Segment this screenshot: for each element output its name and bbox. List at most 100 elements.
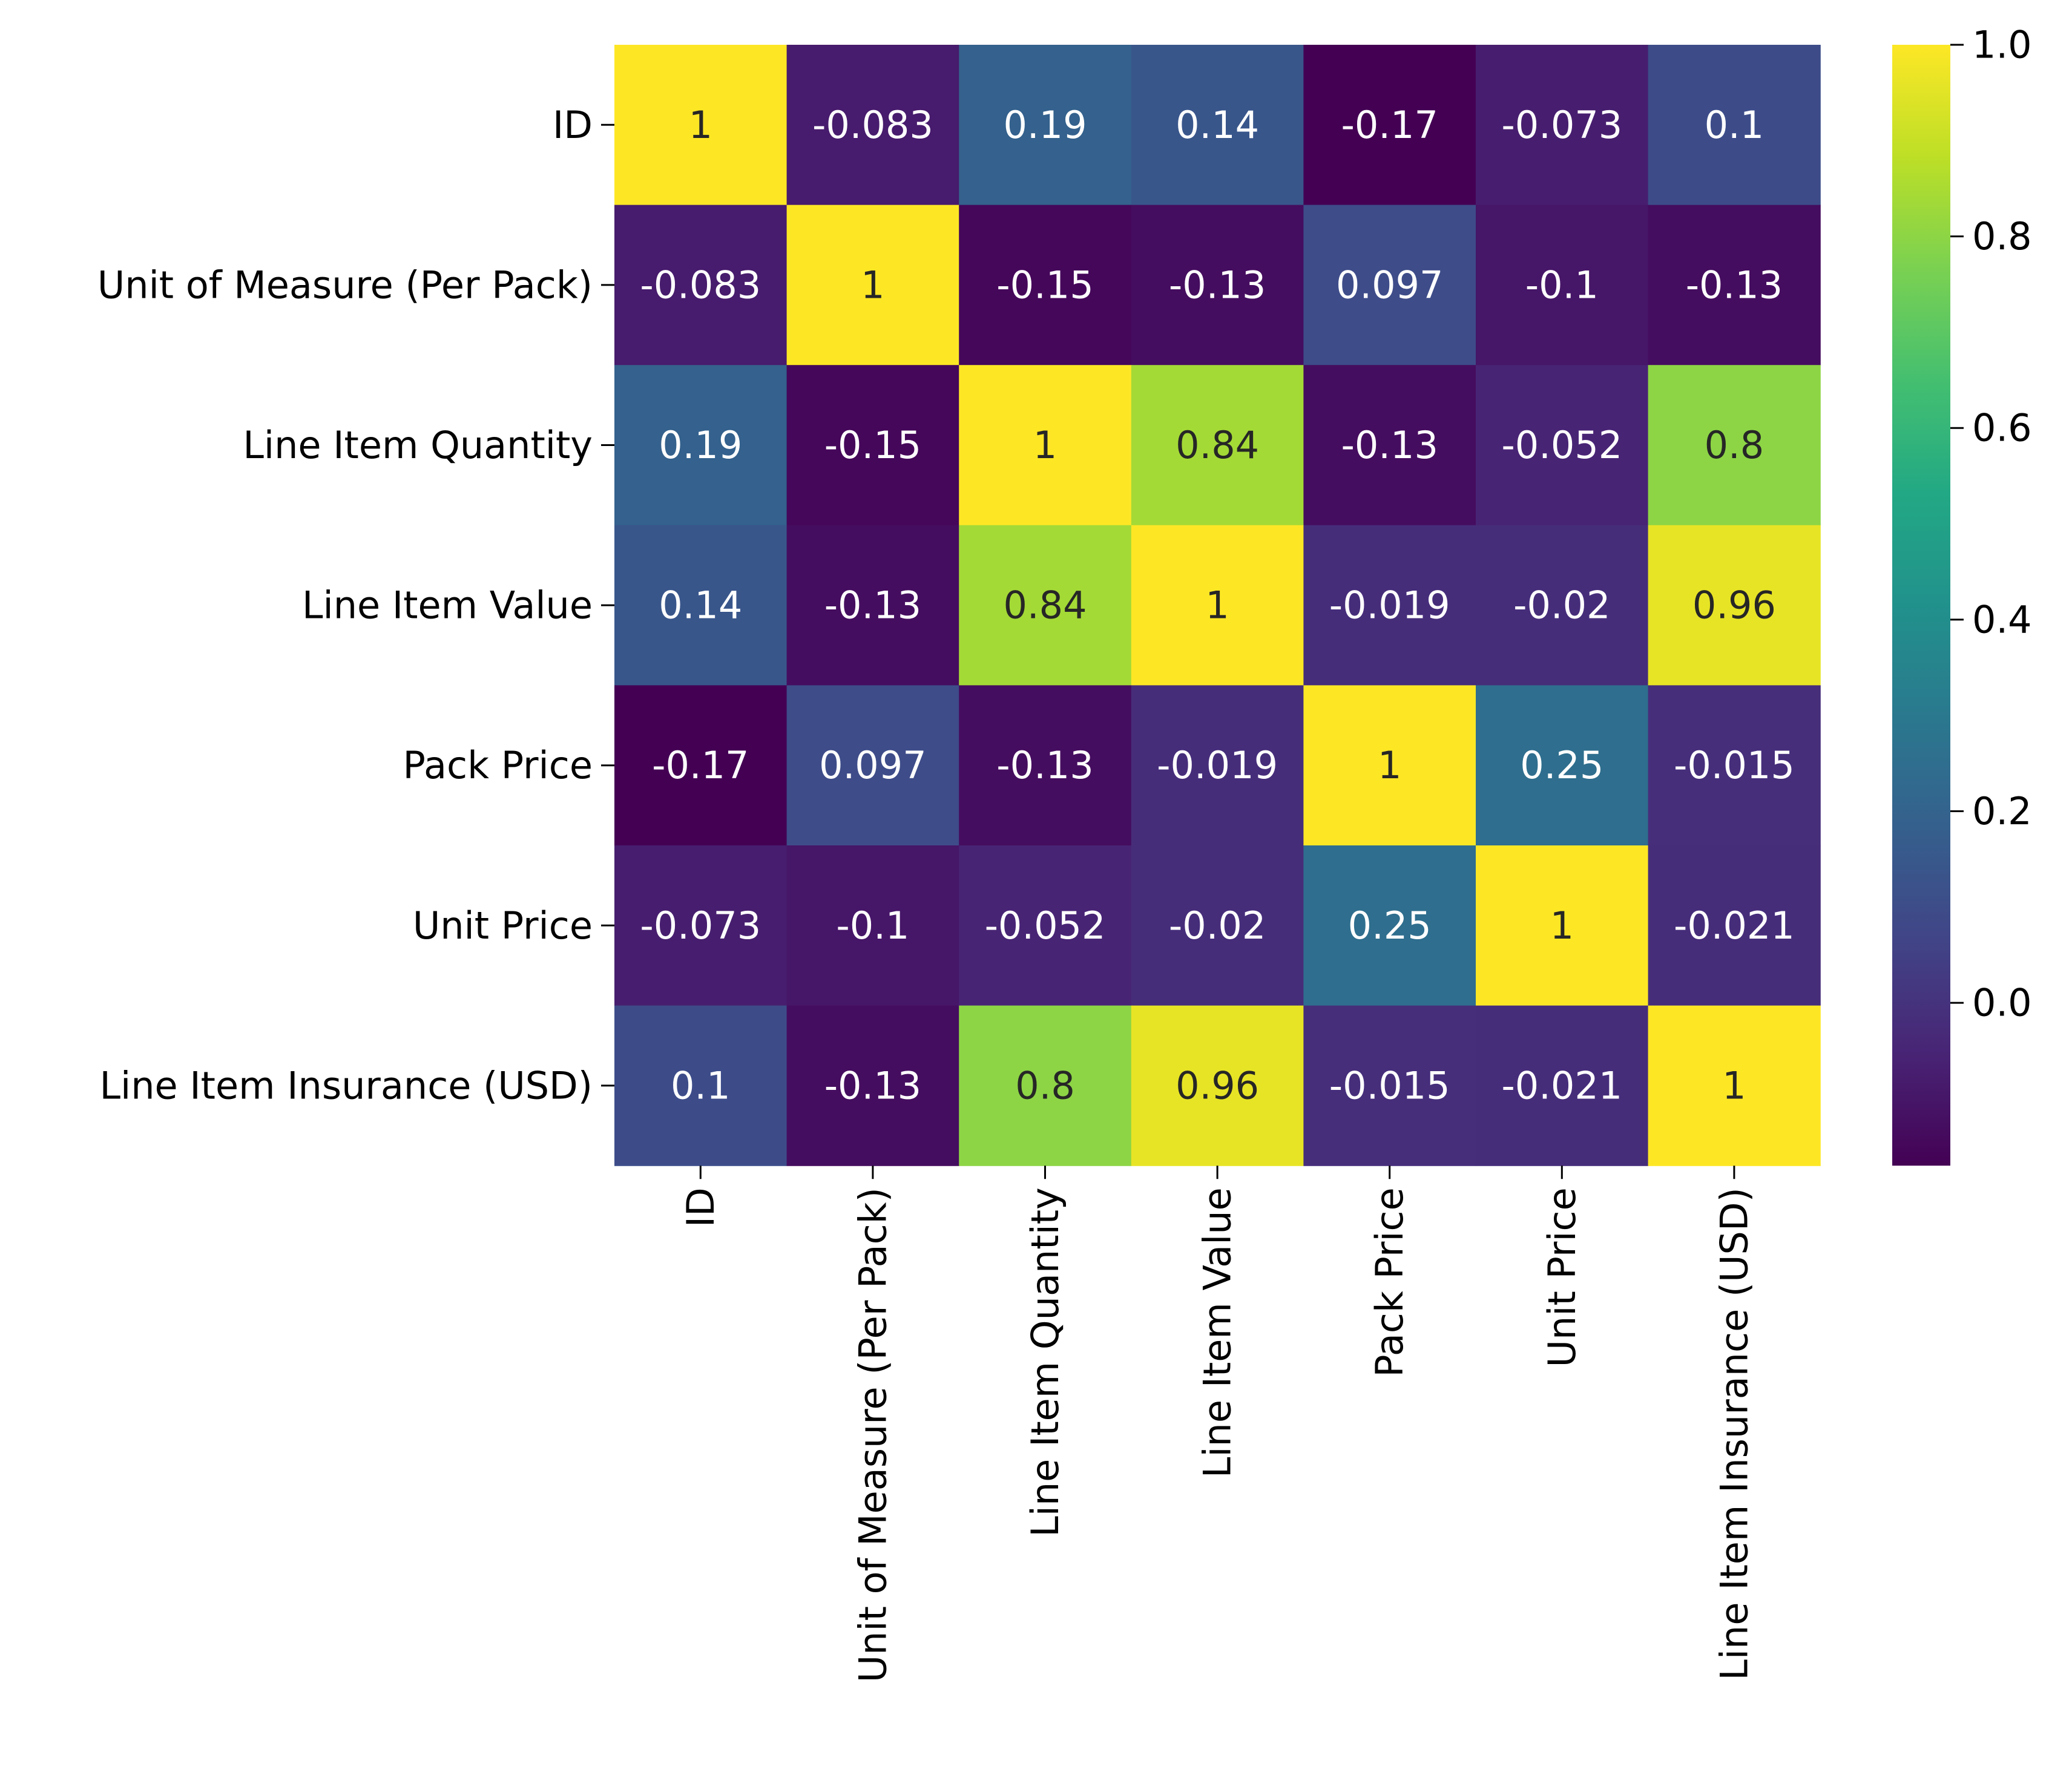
colorbar-gradient: [1892, 45, 1950, 1166]
heatmap-cell: [1131, 685, 1304, 846]
heatmap-cell: [1131, 205, 1304, 366]
heatmap-cell: [959, 205, 1132, 366]
colorbar-tick-label: 0.6: [1972, 406, 2032, 450]
cell-annotation: 0.25: [1520, 743, 1603, 787]
heatmap-annotations: 1 -0.083 0.19 0.14 -0.17 -0.073 0.1 -0.083 1 -0.1…: [640, 103, 1794, 1108]
heatmap-cell: [1476, 685, 1649, 846]
cell-annotation: 0.1: [671, 1063, 731, 1107]
cell-annotation: -0.083: [812, 103, 933, 147]
heatmap-cell: [1476, 845, 1649, 1006]
heatmap-cell: [1648, 845, 1821, 1006]
cell-annotation: -0.15: [996, 263, 1093, 307]
heatmap-cell: [1131, 365, 1304, 526]
cell-annotation: -0.073: [1501, 103, 1622, 147]
heatmap-cell: [1131, 1005, 1304, 1166]
cell-annotation: -0.13: [996, 743, 1093, 787]
heatmap-cell: [786, 365, 959, 526]
cell-annotation: -0.073: [640, 904, 761, 948]
cell-annotation: -0.13: [1341, 423, 1438, 467]
x-tick-label: Line Item Quantity: [1023, 1187, 1067, 1537]
cell-annotation: 0.14: [659, 583, 742, 628]
heatmap-cell: [1303, 685, 1476, 846]
heatmap-cell: [959, 365, 1132, 526]
colorbar-tick-label: 0.4: [1972, 597, 2032, 641]
y-tick-label: Line Item Insurance (USD): [99, 1063, 593, 1107]
heatmap-cell: [786, 845, 959, 1006]
cell-annotation: -0.019: [1157, 743, 1278, 787]
heatmap-cell: [1303, 525, 1476, 686]
heatmap-cell: [1303, 45, 1476, 206]
heatmap-cell: [1303, 205, 1476, 366]
colorbar: 0.0 0.2 0.4 0.6 0.8 1.0: [1892, 23, 2032, 1166]
heatmap-cell: [614, 685, 788, 846]
x-tick-label: Unit Price: [1540, 1187, 1584, 1367]
cell-annotation: 1: [1033, 423, 1057, 467]
cell-annotation: -0.015: [1329, 1063, 1450, 1107]
cell-annotation: 0.25: [1348, 904, 1432, 948]
heatmap-cell: [1131, 845, 1304, 1006]
cell-annotation: -0.13: [824, 1063, 921, 1107]
cell-annotation: 1: [861, 263, 884, 307]
heatmap-cell: [614, 365, 788, 526]
heatmap-cell: [1648, 45, 1821, 206]
cell-annotation: 0.96: [1692, 583, 1776, 628]
heatmap-cell: [786, 525, 959, 686]
heatmap-cell: [1648, 525, 1821, 686]
cell-annotation: -0.021: [1501, 1063, 1622, 1107]
cell-annotation: -0.021: [1674, 904, 1795, 948]
cell-annotation: 0.14: [1176, 103, 1259, 147]
heatmap-cell: [1648, 1005, 1821, 1166]
heatmap-cell: [1476, 365, 1649, 526]
colorbar-tick-label: 0.2: [1972, 789, 2032, 833]
heatmap-cell: [614, 525, 788, 686]
heatmap-cell: [1648, 685, 1821, 846]
cell-annotation: 0.8: [1015, 1063, 1075, 1107]
heatmap-cell: [786, 1005, 959, 1166]
heatmap-cell: [786, 205, 959, 366]
x-axis-labels: ID Unit of Measure (Per Pack) Line Item Qu…: [679, 1166, 1756, 1682]
cell-annotation: -0.13: [1169, 263, 1266, 307]
heatmap-cell: [959, 845, 1132, 1006]
cell-annotation: -0.13: [1686, 263, 1783, 307]
cell-annotation: 1: [689, 103, 712, 147]
heatmap-cell: [614, 45, 788, 206]
cell-annotation: -0.17: [1341, 103, 1438, 147]
cell-annotation: -0.17: [652, 743, 749, 787]
y-tick-label: Unit of Measure (Per Pack): [97, 263, 593, 307]
heatmap-cell: [1648, 205, 1821, 366]
x-tick-label: Pack Price: [1367, 1187, 1412, 1377]
heatmap-cell: [1303, 1005, 1476, 1166]
y-tick-label: Unit Price: [413, 904, 593, 948]
cell-annotation: 0.097: [819, 743, 927, 787]
heatmap-cell: [786, 685, 959, 846]
cell-annotation: 0.1: [1705, 103, 1764, 147]
cell-annotation: 1: [1205, 583, 1229, 628]
heatmap-cell: [1476, 45, 1649, 206]
cell-annotation: 1: [1378, 743, 1401, 787]
cell-annotation: 1: [1722, 1063, 1746, 1107]
colorbar-tick-label: 0.0: [1972, 981, 2032, 1025]
heatmap-cell: [1476, 205, 1649, 366]
heatmap-cell: [614, 1005, 788, 1166]
y-axis-labels: ID Unit of Measure (Per Pack) Line Item Qu…: [97, 103, 614, 1107]
cell-annotation: 1: [1550, 904, 1574, 948]
cell-annotation: -0.1: [1525, 263, 1599, 307]
cell-annotation: -0.083: [640, 263, 761, 307]
cell-annotation: 0.19: [659, 423, 742, 467]
cell-annotation: 0.84: [1176, 423, 1259, 467]
cell-annotation: -0.15: [824, 423, 921, 467]
y-tick-label: Pack Price: [403, 743, 593, 787]
heatmap-cell: [1303, 845, 1476, 1006]
cell-annotation: -0.13: [824, 583, 921, 628]
heatmap-cell: [959, 525, 1132, 686]
cell-annotation: -0.02: [1169, 904, 1266, 948]
y-tick-label: ID: [553, 103, 593, 147]
heatmap-cells: [614, 45, 1821, 1166]
heatmap-cell: [1648, 365, 1821, 526]
cell-annotation: 0.8: [1705, 423, 1764, 467]
colorbar-tick-label: 1.0: [1972, 23, 2032, 67]
heatmap-cell: [959, 685, 1132, 846]
heatmap-cell: [1131, 525, 1304, 686]
